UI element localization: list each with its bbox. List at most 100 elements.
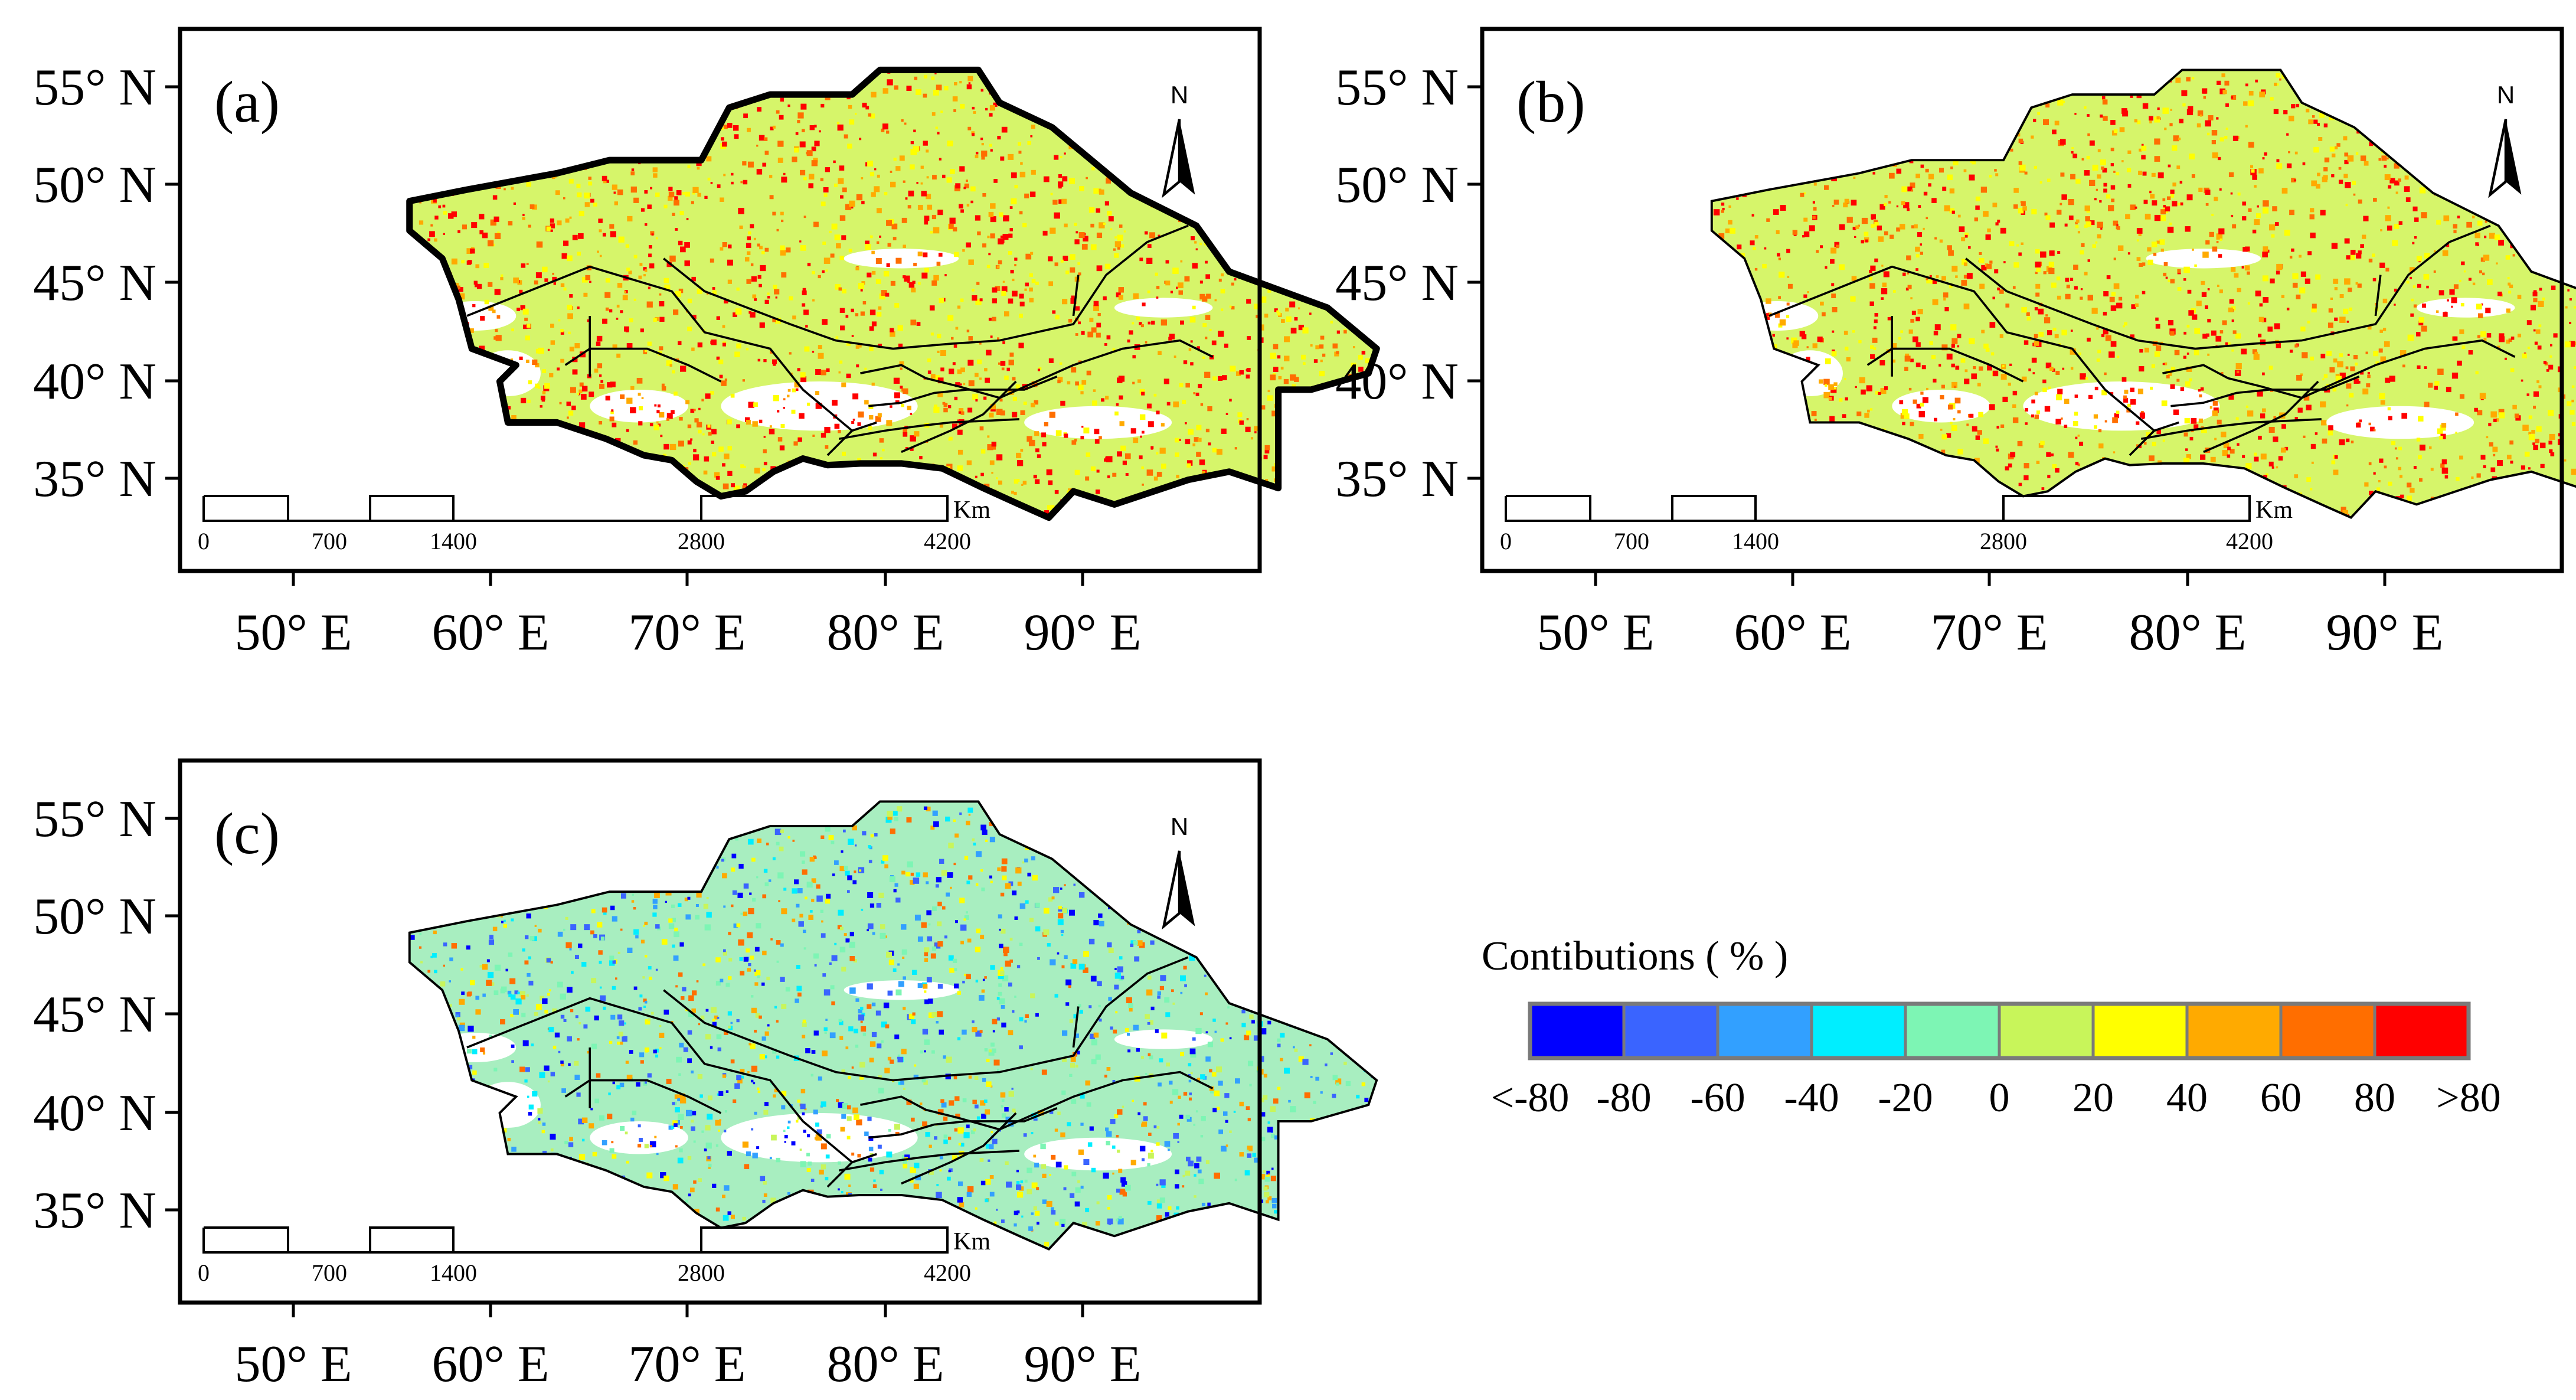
map-pixel xyxy=(462,343,468,350)
map-pixel xyxy=(1951,210,1955,214)
map-pixel xyxy=(2183,355,2186,359)
map-pixel xyxy=(1041,432,1047,438)
map-pixel xyxy=(868,415,874,420)
map-pixel xyxy=(1179,439,1181,441)
no-data-area xyxy=(2023,381,2220,431)
map-pixel xyxy=(2536,70,2542,76)
map-pixel xyxy=(552,276,557,282)
map-pixel xyxy=(839,360,843,364)
map-pixel xyxy=(2395,191,2398,194)
map-pixel xyxy=(2217,80,2221,85)
map-pixel xyxy=(1911,445,1917,451)
map-pixel xyxy=(1230,107,1234,110)
map-pixel xyxy=(1731,507,1736,511)
map-pixel xyxy=(1161,523,1166,528)
map-pixel xyxy=(2536,380,2539,383)
map-pixel xyxy=(2087,133,2090,136)
map-pixel xyxy=(2235,417,2239,420)
map-pixel xyxy=(792,388,796,393)
map-pixel xyxy=(515,113,522,119)
map-pixel xyxy=(985,377,990,383)
map-pixel xyxy=(2196,123,2201,128)
map-pixel xyxy=(997,136,1001,140)
map-pixel xyxy=(2159,530,2162,533)
map-pixel xyxy=(2437,155,2444,161)
map-pixel xyxy=(2376,97,2381,101)
map-pixel xyxy=(1283,378,1289,384)
map-pixel xyxy=(2294,179,2297,182)
map-pixel xyxy=(1071,367,1077,373)
map-pixel xyxy=(2252,229,2257,234)
map-pixel xyxy=(1029,298,1034,303)
map-pixel xyxy=(1872,337,1878,343)
map-pixel xyxy=(1823,497,1826,501)
map-pixel xyxy=(543,451,547,455)
map-pixel xyxy=(541,398,545,402)
map-pixel xyxy=(2139,349,2143,353)
map-pixel xyxy=(1949,285,1953,289)
map-pixel xyxy=(2437,123,2442,128)
map-pixel xyxy=(2021,201,2026,206)
map-pixel xyxy=(687,440,692,445)
map-pixel xyxy=(2211,213,2214,216)
map-pixel xyxy=(2398,159,2403,164)
map-pixel xyxy=(2363,116,2370,123)
map-pixel xyxy=(2379,262,2385,268)
map-pixel xyxy=(864,367,867,370)
map-pixel xyxy=(2569,501,2573,505)
map-pixel xyxy=(542,391,546,394)
map-pixel xyxy=(2472,504,2475,508)
map-pixel xyxy=(2535,438,2539,443)
map-pixel xyxy=(1887,316,1891,321)
map-pixel xyxy=(1302,362,1306,365)
map-pixel xyxy=(2344,152,2349,157)
map-pixel xyxy=(1915,316,1920,322)
map-pixel xyxy=(1290,327,1297,334)
map-pixel xyxy=(646,301,653,308)
map-pixel xyxy=(994,71,999,77)
map-pixel xyxy=(2098,443,2104,449)
map-pixel xyxy=(1261,243,1264,246)
map-pixel xyxy=(2085,377,2088,380)
map-pixel xyxy=(2316,184,2320,189)
map-pixel xyxy=(1300,286,1306,292)
map-pixel xyxy=(1042,92,1045,94)
map-pixel xyxy=(447,325,450,328)
map-pixel xyxy=(1065,270,1070,275)
map-pixel xyxy=(641,476,648,482)
map-pixel xyxy=(2212,410,2218,416)
map-pixel xyxy=(666,417,669,421)
map-pixel xyxy=(1376,135,1377,141)
map-pixel xyxy=(1068,318,1073,323)
map-pixel xyxy=(2048,86,2052,91)
map-pixel xyxy=(2328,324,2332,328)
map-pixel xyxy=(833,160,836,164)
map-pixel xyxy=(2394,163,2400,169)
map-pixel xyxy=(467,83,472,87)
map-pixel xyxy=(2370,426,2375,432)
map-pixel xyxy=(1313,255,1319,261)
map-pixel xyxy=(550,324,554,328)
map-pixel xyxy=(1296,285,1299,288)
map-pixel xyxy=(2106,194,2111,199)
map-pixel xyxy=(431,171,437,177)
map-pixel xyxy=(2409,115,2414,120)
map-pixel xyxy=(521,397,527,403)
map-pixel xyxy=(2221,371,2224,375)
map-pixel xyxy=(2548,410,2554,416)
map-pixel xyxy=(1219,107,1222,111)
map-pixel xyxy=(527,502,530,505)
map-pixel xyxy=(1029,287,1033,292)
map-pixel xyxy=(499,510,505,516)
map-pixel xyxy=(508,508,514,514)
map-pixel xyxy=(2485,220,2487,223)
map-pixel xyxy=(710,182,713,184)
map-pixel xyxy=(866,511,869,514)
map-pixel xyxy=(1324,287,1329,292)
map-pixel xyxy=(2183,458,2190,464)
map-pixel xyxy=(869,326,874,331)
map-pixel xyxy=(1224,164,1230,170)
map-pixel xyxy=(495,329,498,332)
map-pixel xyxy=(1223,519,1227,523)
map-pixel xyxy=(850,508,855,514)
